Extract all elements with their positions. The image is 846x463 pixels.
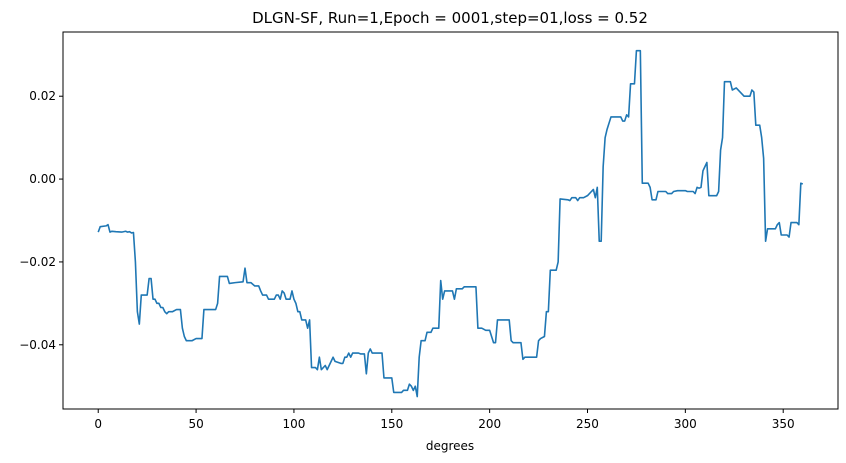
series-line-0: [97, 49, 804, 398]
y-tick-label: 0.00: [29, 172, 56, 186]
y-tick-label: −0.02: [19, 255, 56, 269]
x-tick-label: 250: [576, 417, 599, 431]
x-tick-label: 200: [478, 417, 501, 431]
chart-title: DLGN-SF, Run=1,Epoch = 0001,step=01,loss…: [252, 9, 648, 27]
x-tick-label: 300: [674, 417, 697, 431]
chart-marks: [97, 49, 804, 398]
x-tick-label: 0: [94, 417, 102, 431]
x-tick-label: 350: [772, 417, 795, 431]
plot-area: [63, 32, 838, 409]
x-axis-label: degrees: [426, 439, 474, 453]
x-tick-label: 100: [282, 417, 305, 431]
x-tick-label: 50: [188, 417, 203, 431]
y-tick-label: −0.04: [19, 338, 56, 352]
plot-frame: [62, 31, 839, 410]
y-tick-label: 0.02: [29, 89, 56, 103]
x-tick-label: 150: [380, 417, 403, 431]
